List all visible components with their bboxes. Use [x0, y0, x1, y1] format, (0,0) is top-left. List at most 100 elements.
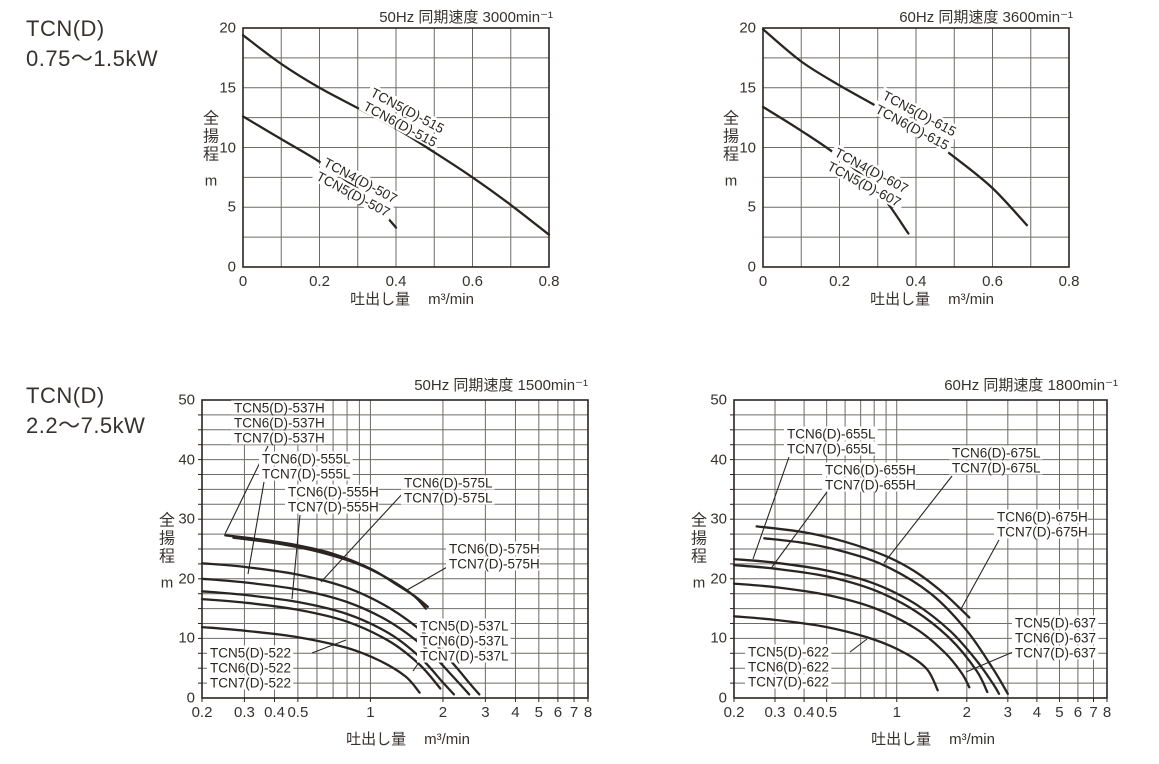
x-tick-label: 2	[962, 704, 971, 721]
curve-label-bg	[870, 100, 955, 154]
x-tick-label: 2	[438, 704, 448, 721]
chart-title-60hz-3600: 60Hz 同期速度 3600min⁻¹	[899, 9, 1073, 26]
y-axis-label-char: 全	[690, 512, 708, 530]
curve-label-TCN7(D)-675H: TCN7(D)-675H	[997, 525, 1088, 540]
curve-label-bg	[1012, 630, 1099, 645]
label-leader-line	[965, 651, 1014, 673]
y-tick-label: 10	[178, 629, 195, 647]
x-tick-label: 8	[583, 704, 593, 721]
x-tick-label: 4	[511, 704, 520, 721]
model-name: TCN(D)	[26, 383, 105, 408]
pump-curve-TCN5(D)-522	[200, 625, 421, 694]
curve-label-bg	[311, 167, 396, 221]
label-leader-line	[752, 456, 790, 560]
curve-label-bg	[401, 490, 495, 505]
y-axis-unit: m	[724, 172, 738, 190]
x-tick-label: 0.3	[764, 704, 786, 721]
y-tick-label: 0	[227, 258, 236, 276]
curve-label-TCN5(D)-622: TCN5(D)-622	[748, 645, 829, 660]
y-tick-label: 5	[227, 198, 236, 216]
curve-label-TCN5(D)-637: TCN5(D)-637	[1015, 616, 1096, 631]
curve-label-TCN5(D)-537L: TCN5(D)-537L	[420, 619, 509, 634]
x-tick-label: 1	[366, 704, 375, 721]
model-heading-small: TCN(D) 0.75〜1.5kW	[26, 14, 158, 74]
curve-label-TCN7(D)-655L: TCN7(D)-655L	[787, 442, 876, 457]
curve-label-bg	[822, 462, 916, 477]
curve-label-TCN7(D)-575L: TCN7(D)-575L	[404, 491, 493, 506]
x-tick-label: 3	[481, 704, 490, 721]
label-leader-line	[960, 539, 1000, 610]
curve-label-TCN6(D)-655L: TCN6(D)-655L	[787, 427, 876, 442]
label-leader-line	[291, 514, 301, 600]
curve-label-bg	[877, 86, 962, 140]
y-tick-label: 20	[739, 19, 756, 37]
pump-curve-TCN6(D)-675L	[763, 537, 1009, 695]
x-tick-label: 0.6	[982, 273, 1003, 290]
pump-curve-TCN6(D)-555H	[200, 590, 456, 696]
x-axis-label: 吐出し量 m³/min	[346, 731, 470, 748]
x-tick-label: 0.5	[816, 704, 838, 721]
curve-label-TCN6(D)-655H: TCN6(D)-655H	[825, 463, 916, 478]
curve-label-bg	[784, 441, 878, 456]
x-tick-label: 0.4	[385, 273, 407, 290]
curve-label-TCN6(D)-555L: TCN6(D)-555L	[262, 452, 351, 467]
y-axis-label-char: 程	[722, 146, 740, 164]
x-tick-label: 0.2	[829, 273, 850, 290]
x-tick-label: 5	[534, 704, 543, 721]
y-tick-label: 30	[710, 510, 727, 528]
chart-title-50hz-3000: 50Hz 同期速度 3000min⁻¹	[379, 9, 553, 26]
curve-label-bg	[417, 633, 511, 648]
y-tick-label: 0	[747, 258, 756, 276]
model-name: TCN(D)	[26, 16, 105, 41]
curve-label-bg	[231, 415, 325, 430]
x-axis-label: 吐出し量 m³/min	[350, 291, 474, 308]
label-leader-line	[771, 491, 828, 568]
pump-curve-TCN6(D)-675H	[755, 525, 971, 619]
y-axis-label-char: 揚	[722, 128, 740, 146]
curve-label-TCN7(D)-637: TCN7(D)-637	[1015, 646, 1096, 661]
chart-title-50hz-1500: 50Hz 同期速度 1500min⁻¹	[414, 377, 588, 394]
y-tick-label: 50	[178, 391, 195, 409]
x-tick-label: 0.2	[309, 273, 330, 290]
y-axis-unit: m	[160, 574, 174, 592]
label-leader-line	[320, 491, 405, 583]
curve-label-TCN7(D)-555H: TCN7(D)-555H	[288, 500, 379, 515]
curve-label-bg	[259, 451, 353, 466]
curve-label-TCN6(D)-555H: TCN6(D)-555H	[288, 485, 379, 500]
x-tick-label: 0	[238, 273, 248, 290]
curve-label-TCN7(D)-655H: TCN7(D)-655H	[825, 478, 916, 493]
curve-label-bg	[784, 426, 878, 441]
power-range: 0.75〜1.5kW	[26, 46, 159, 71]
curve-label-TCN7(D)-555L: TCN7(D)-555L	[262, 467, 351, 482]
curve-label-bg	[1012, 615, 1099, 630]
curve-label-TCN7(D)-537L: TCN7(D)-537L	[420, 649, 509, 664]
plot-frame	[201, 399, 589, 699]
label-leader-line	[406, 565, 450, 591]
curve-label-bg	[822, 157, 907, 211]
curve-label-bg	[446, 556, 540, 571]
curve-label-TCN5(D)-537H: TCN5(D)-537H	[234, 401, 325, 416]
curve-label-bg	[417, 618, 511, 633]
plot-frame	[242, 27, 550, 268]
curve-label-bg	[207, 675, 294, 690]
pump-curve-TCN6(D)-575L	[200, 562, 481, 696]
curve-label-TCN7(D)-575H: TCN7(D)-575H	[449, 557, 540, 572]
y-tick-label: 10	[710, 629, 727, 647]
y-tick-label: 15	[219, 79, 236, 97]
curve-label-TCN7(D)-675L: TCN7(D)-675L	[952, 461, 1041, 476]
curve-label-TCN5(D)-522: TCN5(D)-522	[210, 646, 291, 661]
x-tick-label: 0.4	[905, 273, 927, 290]
curve-label-bg	[358, 97, 443, 151]
y-axis-label-char: 揚	[158, 530, 176, 548]
curve-label-bg	[318, 153, 403, 207]
x-tick-label: 0.2	[191, 704, 213, 721]
y-tick-label: 20	[710, 570, 727, 588]
curve-label-bg	[365, 83, 450, 137]
curve-label-TCN6(D)-522: TCN6(D)-522	[210, 661, 291, 676]
